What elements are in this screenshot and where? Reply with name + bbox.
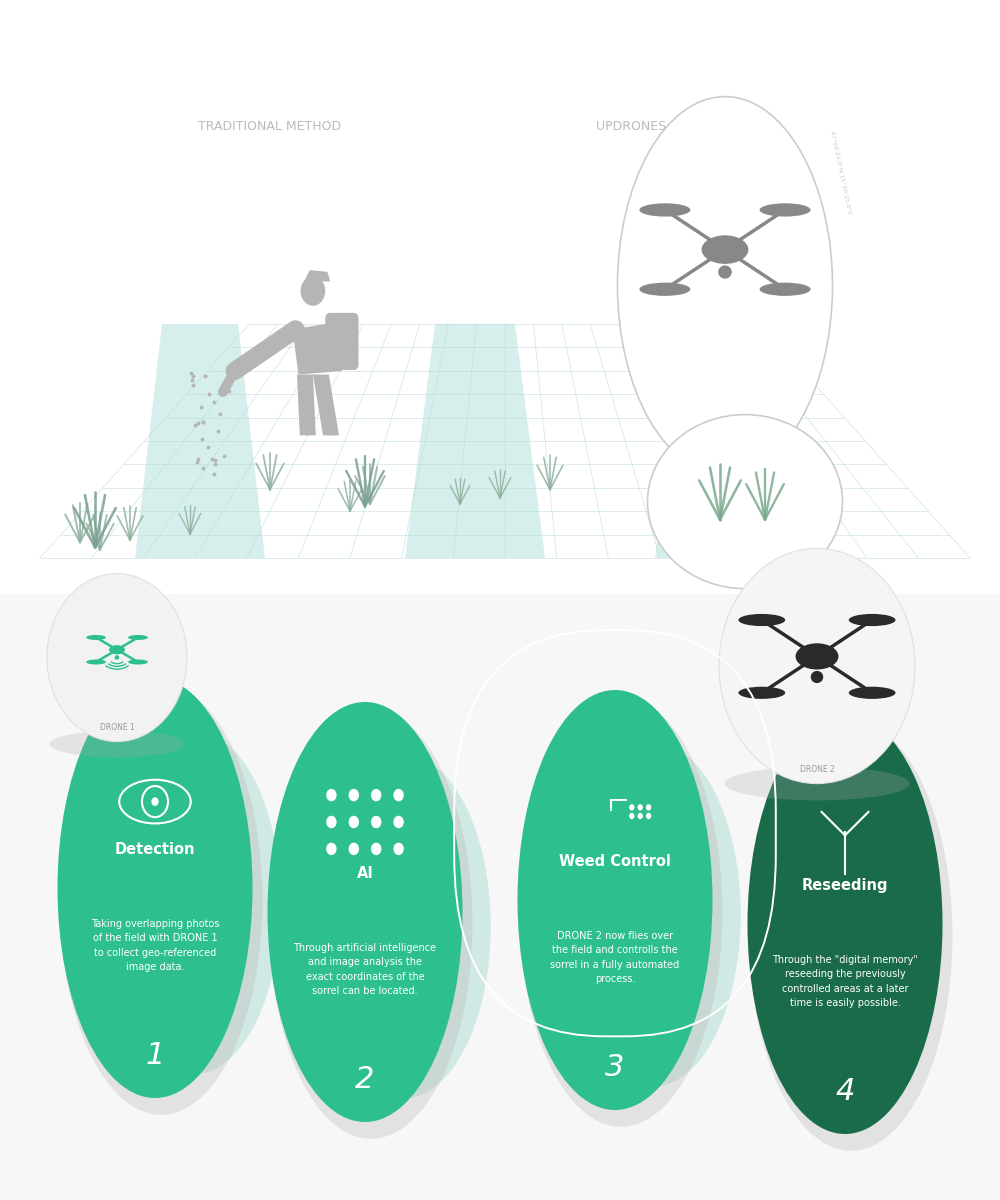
Polygon shape (293, 323, 342, 374)
Circle shape (393, 788, 404, 802)
Ellipse shape (849, 686, 896, 698)
Ellipse shape (811, 671, 823, 683)
Circle shape (349, 842, 359, 856)
Text: Reseeding: Reseeding (802, 878, 888, 893)
Circle shape (47, 574, 187, 742)
Circle shape (371, 842, 381, 856)
Ellipse shape (128, 635, 148, 640)
Ellipse shape (750, 721, 952, 1151)
Circle shape (349, 788, 359, 802)
Circle shape (719, 548, 915, 784)
Text: DRONE 2 now flies over
the field and controlls the
sorrel in a fully automated
p: DRONE 2 now flies over the field and con… (550, 931, 680, 984)
Polygon shape (304, 270, 330, 282)
Ellipse shape (86, 635, 106, 640)
Ellipse shape (738, 614, 785, 626)
Ellipse shape (648, 415, 842, 588)
Ellipse shape (639, 283, 690, 296)
Text: AI: AI (357, 866, 373, 881)
Text: Weed Control: Weed Control (559, 854, 671, 869)
Circle shape (301, 276, 325, 306)
Polygon shape (297, 374, 316, 436)
Ellipse shape (86, 660, 106, 665)
Ellipse shape (518, 690, 712, 1110)
Ellipse shape (639, 203, 690, 216)
Ellipse shape (748, 714, 942, 1134)
Ellipse shape (60, 685, 262, 1115)
Text: Through artificial intelligence
and image analysis the
exact coordinates of the
: Through artificial intelligence and imag… (293, 943, 437, 996)
Circle shape (371, 788, 381, 802)
FancyBboxPatch shape (0, 0, 1000, 600)
Circle shape (629, 812, 634, 820)
Circle shape (151, 797, 159, 806)
Ellipse shape (760, 203, 811, 216)
Circle shape (638, 812, 643, 820)
Ellipse shape (760, 283, 811, 296)
Text: Detection: Detection (115, 842, 195, 857)
Polygon shape (135, 324, 265, 558)
Text: TRADITIONAL METHOD: TRADITIONAL METHOD (198, 120, 342, 132)
Ellipse shape (738, 686, 785, 698)
Ellipse shape (565, 742, 741, 1087)
Text: 47°04'24.8"N 15°26'15.8"E: 47°04'24.8"N 15°26'15.8"E (829, 130, 851, 215)
Circle shape (371, 816, 381, 828)
Text: 2: 2 (355, 1066, 375, 1094)
Circle shape (629, 804, 634, 810)
Text: Taking overlapping photos
of the field with DRONE 1
to collect geo-referenced
im: Taking overlapping photos of the field w… (91, 919, 219, 972)
Ellipse shape (702, 235, 748, 264)
Ellipse shape (618, 96, 832, 474)
Circle shape (393, 842, 404, 856)
Circle shape (326, 788, 337, 802)
Text: DRONE 2: DRONE 2 (800, 764, 834, 774)
Ellipse shape (849, 614, 896, 626)
Ellipse shape (109, 646, 125, 654)
Ellipse shape (50, 731, 184, 757)
Text: DRONE 1: DRONE 1 (100, 722, 134, 732)
FancyBboxPatch shape (325, 313, 358, 370)
Ellipse shape (270, 709, 473, 1139)
Circle shape (646, 812, 651, 820)
Text: UPDRONES SOLUTION: UPDRONES SOLUTION (596, 120, 734, 132)
Circle shape (393, 816, 404, 828)
Ellipse shape (315, 755, 491, 1099)
Ellipse shape (105, 730, 281, 1075)
Ellipse shape (520, 697, 722, 1127)
Circle shape (646, 804, 651, 810)
Ellipse shape (796, 643, 838, 670)
Circle shape (349, 816, 359, 828)
Text: Through the "digital memory"
reseeding the previously
controlled areas at a late: Through the "digital memory" reseeding t… (772, 955, 918, 1008)
Text: 4: 4 (835, 1078, 855, 1106)
Ellipse shape (115, 655, 119, 660)
Ellipse shape (268, 702, 462, 1122)
Ellipse shape (718, 265, 732, 278)
Ellipse shape (58, 678, 252, 1098)
Text: 3: 3 (605, 1054, 625, 1082)
Ellipse shape (724, 767, 910, 800)
Polygon shape (655, 324, 785, 558)
Circle shape (326, 816, 337, 828)
Circle shape (326, 842, 337, 856)
FancyBboxPatch shape (0, 594, 1000, 1200)
Polygon shape (405, 324, 545, 558)
Circle shape (638, 804, 643, 810)
Ellipse shape (128, 660, 148, 665)
Polygon shape (313, 374, 339, 436)
Text: 1: 1 (145, 1042, 165, 1070)
